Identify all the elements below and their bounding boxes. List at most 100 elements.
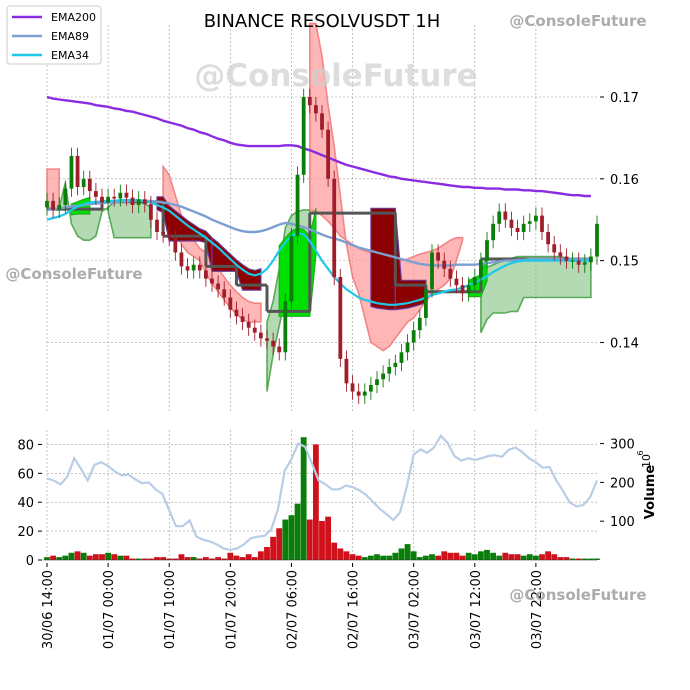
volume-bar xyxy=(117,555,124,560)
volume-bar xyxy=(74,551,81,560)
volume-bar xyxy=(453,552,460,560)
volume-bar xyxy=(594,558,600,560)
volume-bar xyxy=(422,555,429,560)
volume-right-tick-label: 100 xyxy=(610,515,635,530)
candle-body xyxy=(265,338,269,341)
candle-body xyxy=(222,289,227,298)
volume-bar xyxy=(80,552,87,560)
candle-body xyxy=(503,211,508,220)
legend: EMA200 EMA89 EMA34 xyxy=(6,5,102,65)
volume-bar xyxy=(282,519,289,560)
candle-body xyxy=(45,200,49,208)
volume-bar xyxy=(325,516,332,560)
volume-bar xyxy=(105,552,112,560)
volume-ma-line xyxy=(46,433,599,552)
volume-left-tick-label: 20 xyxy=(17,525,34,540)
volume-bar xyxy=(196,558,203,560)
volume-bar xyxy=(349,554,356,560)
volume-bar xyxy=(129,558,136,560)
candle-body xyxy=(228,297,233,310)
volume-bar xyxy=(496,555,503,560)
candle-body xyxy=(417,317,422,331)
volume-layer xyxy=(43,433,600,561)
candle-body xyxy=(69,155,74,189)
volume-bar xyxy=(429,554,435,560)
volume-bar xyxy=(514,554,521,560)
volume-bar xyxy=(68,552,75,560)
candle-body xyxy=(533,215,538,222)
legend-label-ema34: EMA34 xyxy=(51,49,89,62)
volume-bar xyxy=(319,521,325,560)
candle-body xyxy=(436,252,441,261)
candle-body xyxy=(289,236,294,302)
legend-label-ema89: EMA89 xyxy=(51,30,89,43)
volume-bar xyxy=(416,557,423,560)
volume-bar xyxy=(300,437,307,560)
volume-right-tick-label: 200 xyxy=(610,476,635,491)
candle-body xyxy=(399,352,404,363)
candle-body xyxy=(552,244,557,253)
candle-body xyxy=(75,155,80,187)
volume-bar xyxy=(111,554,118,560)
candle-body xyxy=(81,178,86,187)
watermark-top-right: @ConsoleFuture xyxy=(509,12,646,30)
candle-body xyxy=(63,188,68,205)
volume-bar xyxy=(361,557,368,560)
x-tick-label: 01/07 00:00 xyxy=(102,570,117,649)
candle-body xyxy=(595,223,599,257)
volume-bar xyxy=(490,552,497,560)
candles-layer xyxy=(45,88,599,404)
volume-bar xyxy=(551,554,558,560)
candle-body xyxy=(258,332,263,339)
candle-body xyxy=(344,358,349,384)
candle-body xyxy=(558,252,563,257)
volume-bar xyxy=(306,519,313,560)
x-tick-label: 03/07 02:00 xyxy=(408,570,423,649)
chart-title: BINANCE RESOLVUSDT 1H xyxy=(204,11,441,32)
price-tick-label: 0.14 xyxy=(610,336,639,351)
volume-bar xyxy=(62,555,69,560)
volume-bar xyxy=(172,558,179,560)
candle-body xyxy=(161,232,166,235)
x-tick-label: 03/07 22:00 xyxy=(530,570,545,649)
volume-right-tick-label: 300 xyxy=(610,438,635,453)
ema200-line xyxy=(46,95,591,198)
candle-body xyxy=(411,330,416,343)
volume-bar xyxy=(398,548,405,560)
trend-band-green xyxy=(468,253,488,298)
candle-body xyxy=(295,174,300,237)
volume-bar xyxy=(581,558,588,560)
volume-bar xyxy=(386,555,393,560)
candle-body xyxy=(387,367,392,374)
candle-body xyxy=(307,97,312,106)
candle-body xyxy=(106,196,111,203)
volume-bar xyxy=(245,554,252,560)
candle-body xyxy=(540,215,544,232)
candle-body xyxy=(570,260,575,262)
watermark-left: @ConsoleFuture xyxy=(5,265,142,283)
volume-bar xyxy=(465,552,472,560)
candle-body xyxy=(167,234,172,238)
x-tick-label: 02/07 16:00 xyxy=(347,570,362,649)
candle-body xyxy=(332,178,337,277)
candle-body xyxy=(368,385,373,392)
volume-axis-exponent: 10 xyxy=(640,454,653,468)
volume-axis-label: Volume xyxy=(643,465,658,520)
volume-axis-exponent-power: 6 xyxy=(636,450,645,455)
candle-body xyxy=(430,252,434,290)
candle-body xyxy=(381,373,386,380)
cloud-red-3 xyxy=(162,164,262,323)
x-tick-label: 01/07 20:00 xyxy=(224,570,239,649)
price-tick-label: 0.17 xyxy=(610,91,639,106)
volume-bar xyxy=(264,547,270,560)
volume-bar xyxy=(99,554,105,560)
volume-bar xyxy=(508,554,515,560)
candle-body xyxy=(393,362,398,367)
volume-bar xyxy=(459,555,466,560)
candle-body xyxy=(356,391,361,396)
candle-body xyxy=(136,199,141,205)
volume-bar xyxy=(380,555,387,560)
volume-bar xyxy=(92,554,99,560)
candle-body xyxy=(216,283,221,290)
volume-bar xyxy=(355,555,362,560)
